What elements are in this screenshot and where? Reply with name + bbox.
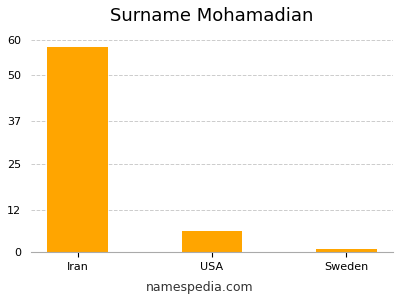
Bar (47, 47, 108, 252)
Text: namespedia.com: namespedia.com (146, 281, 254, 294)
Bar (316, 249, 376, 252)
Title: Surname Mohamadian: Surname Mohamadian (110, 7, 314, 25)
Bar (182, 231, 242, 252)
